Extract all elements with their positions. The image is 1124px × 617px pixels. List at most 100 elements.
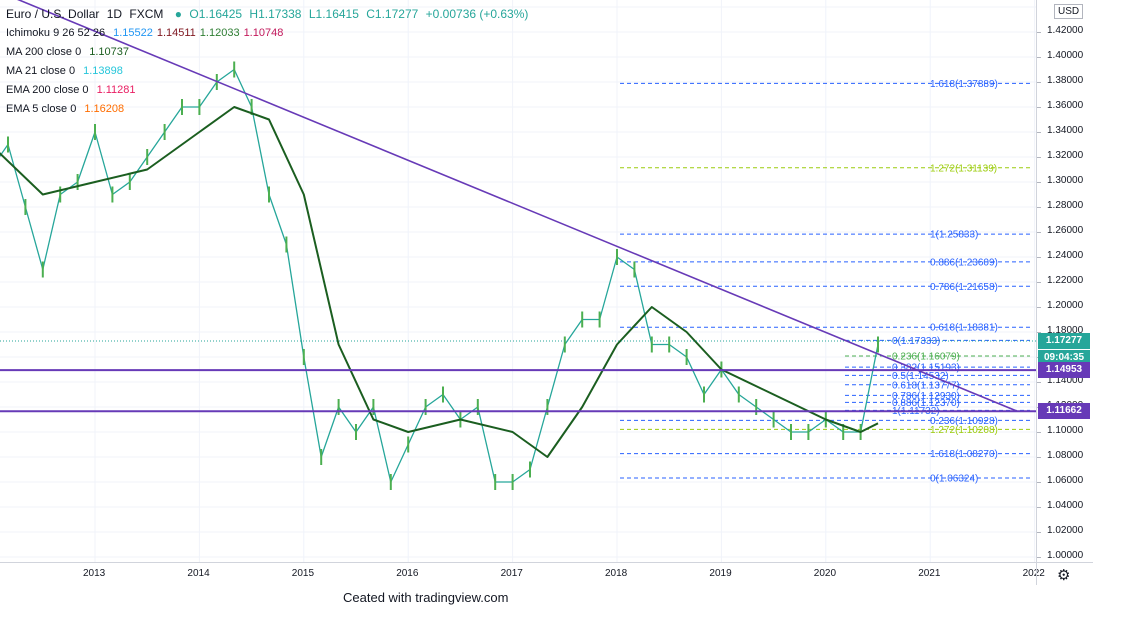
price-tick-mark <box>1037 507 1041 508</box>
indicator-value: 1.14511 <box>156 27 196 39</box>
time-tick-label: 2015 <box>291 568 315 579</box>
exchange-label: FXCM <box>129 7 164 21</box>
fib-label: 0.5(1.14532) <box>892 371 949 382</box>
price-tick-mark <box>1037 82 1041 83</box>
ohlc-high: H1.17338 <box>249 7 302 21</box>
time-tick-label: 2019 <box>709 568 732 579</box>
price-tick-label: 1.38000 <box>1047 75 1084 86</box>
fib-label: 0.618(1.13777) <box>892 380 960 391</box>
ohlc-low: L1.16415 <box>308 7 359 21</box>
indicator-row[interactable]: EMA 200 close 0 1.11281 <box>6 84 140 96</box>
indicator-row[interactable]: MA 200 close 0 1.10737 <box>6 46 133 58</box>
ohlc-close: C1.17277 <box>366 7 419 21</box>
gear-icon[interactable]: ⚙ <box>1057 567 1071 584</box>
indicator-label: MA 200 close 0 <box>6 46 82 58</box>
level-tag: 1.14953 <box>1038 362 1090 379</box>
indicator-row[interactable]: MA 21 close 0 1.13898 <box>6 65 127 77</box>
price-tick-mark <box>1037 382 1041 383</box>
indicator-label: Ichimoku 9 26 52 26 <box>6 27 106 39</box>
fib-label: 0.236(1.16079) <box>892 352 960 363</box>
price-tick-mark <box>1037 57 1041 58</box>
indicator-label: MA 21 close 0 <box>6 65 76 77</box>
indicator-value: 1.15522 <box>113 27 153 39</box>
price-tick-mark <box>1037 457 1041 458</box>
currency-badge[interactable]: USD <box>1054 4 1084 19</box>
fib-label: 0(1.06324) <box>930 473 978 484</box>
symbol-name: Euro / U.S. Dollar <box>6 7 100 21</box>
ohlc-change: +0.00736 (+0.63%) <box>425 7 529 21</box>
time-tick-label: 2022 <box>1022 568 1045 579</box>
fib-label: 1(1.25833) <box>930 230 978 241</box>
fib-label: 1.272(1.31139) <box>930 163 997 174</box>
time-axis[interactable]: 2013 2014 2015 2016 2017 2018 2019 2020 2021 2022 <box>0 562 1045 585</box>
price-tick-mark <box>1037 307 1041 308</box>
price-tick-label: 1.08000 <box>1047 450 1084 461</box>
price-tick-mark <box>1037 332 1041 333</box>
price-tick-mark <box>1037 232 1041 233</box>
price-tick-label: 1.22000 <box>1047 275 1084 286</box>
ma200-line <box>0 106 879 458</box>
ohlc-open: O1.16425 <box>189 7 243 21</box>
price-tick-mark <box>1037 532 1041 533</box>
price-tick-mark <box>1037 132 1041 133</box>
fib-label: 0.382(1.15193) <box>892 363 960 374</box>
price-tick-label: 1.36000 <box>1047 100 1084 111</box>
indicator-row[interactable]: Ichimoku 9 26 52 26 1.15522 1.14511 1.12033… <box>6 27 287 39</box>
price-tick-mark <box>1037 32 1041 33</box>
fib-label: 0.618(1.18381) <box>930 323 998 334</box>
price-tick-label: 1.42000 <box>1047 25 1084 36</box>
fib-label: 0.886(1.23609) <box>930 257 998 268</box>
interval-label: 1D <box>106 7 123 21</box>
price-tick-mark <box>1037 107 1041 108</box>
chart-settings[interactable]: ⚙ <box>1036 562 1093 585</box>
indicator-row[interactable]: EMA 5 close 0 1.16208 <box>6 103 128 115</box>
price-tick-label: 1.04000 <box>1047 500 1084 511</box>
countdown-tag: 09:04:35 <box>1038 350 1090 367</box>
price-series <box>0 61 879 490</box>
time-tick-label: 2020 <box>813 568 837 579</box>
price-tick-label: 1.20000 <box>1047 300 1084 311</box>
indicator-label: EMA 5 close 0 <box>6 103 77 115</box>
fib-label: 0.236(1.10928) <box>930 416 998 427</box>
price-line <box>0 68 879 483</box>
indicator-value: 1.10737 <box>89 46 129 58</box>
time-tick-label: 2014 <box>187 568 210 579</box>
price-tick-mark <box>1037 157 1041 158</box>
price-tick-label: 1.30000 <box>1047 175 1084 186</box>
price-tick-label: 1.40000 <box>1047 50 1084 61</box>
fib-label: 1.272(1.10208) <box>930 425 998 436</box>
horizontal-levels <box>0 340 1036 413</box>
time-tick-label: 2018 <box>605 568 628 579</box>
trendline-line <box>17 0 1018 412</box>
time-tick-label: 2013 <box>83 568 106 579</box>
price-tick-mark <box>1037 182 1041 183</box>
time-tick-label: 2017 <box>500 568 523 579</box>
fib-label: 1.618(1.37889) <box>930 79 998 90</box>
price-tick-label: 1.28000 <box>1047 200 1084 211</box>
price-tick-label: 1.06000 <box>1047 475 1084 486</box>
time-tick-label: 2021 <box>918 568 941 579</box>
current-price-tag: 1.17277 <box>1038 333 1090 350</box>
price-chart[interactable]: 1.618(1.37889) 1.272(1.31139) 1(1.25833) 0.… <box>0 0 1036 562</box>
price-tick-label: 1.02000 <box>1047 525 1084 536</box>
level-tag: 1.11662 <box>1038 403 1090 420</box>
price-tick-label: 1.14000 <box>1047 375 1084 386</box>
price-tick-label: 1.34000 <box>1047 125 1084 136</box>
indicator-value: 1.10748 <box>243 27 284 39</box>
symbol-legend[interactable]: Euro / U.S. Dollar 1D FXCM ● O1.16425 H1… <box>6 7 532 21</box>
price-tick-label: 1.18000 <box>1047 325 1084 336</box>
price-tick-label: 1.00000 <box>1047 550 1084 561</box>
fib-label: 0(1.17333) <box>892 336 940 347</box>
fib-label: 0.786(1.21658) <box>930 282 998 293</box>
price-axis[interactable]: 1.42000 1.40000 1.38000 1.36000 1.34000 1.320… <box>1036 0 1093 562</box>
price-tick-mark <box>1037 282 1041 283</box>
time-tick-label: 2016 <box>396 568 419 579</box>
fib-label: 0.786(1.12930) <box>892 391 960 402</box>
chart-grid <box>0 0 1036 562</box>
price-tick-mark <box>1037 432 1041 433</box>
market-status-icon: ● <box>174 7 182 21</box>
price-tick-label: 1.24000 <box>1047 250 1084 261</box>
indicator-value: 1.16208 <box>84 103 125 115</box>
indicator-label: EMA 200 close 0 <box>6 84 89 96</box>
price-tick-label: 1.10000 <box>1047 425 1084 436</box>
